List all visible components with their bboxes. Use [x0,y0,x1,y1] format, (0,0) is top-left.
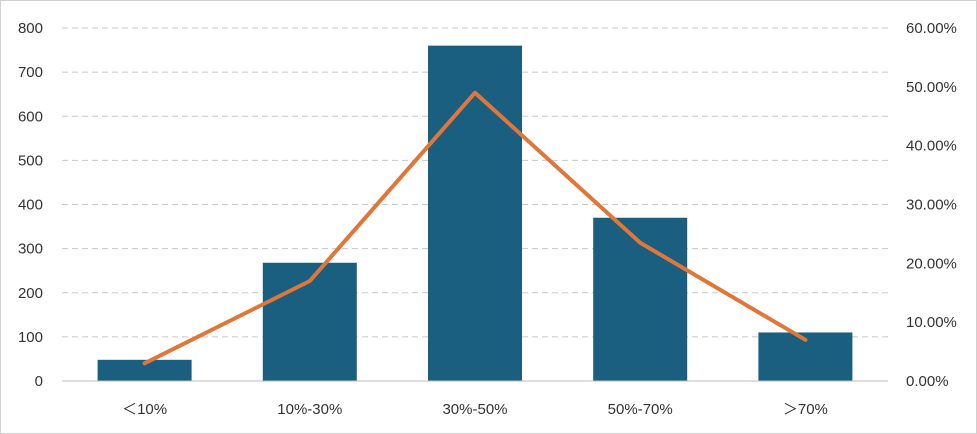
left-tick-label: 200 [18,285,43,302]
right-tick-label: 60.00% [906,20,957,37]
left-tick-label: 400 [18,197,43,214]
left-tick-label: 500 [18,152,43,169]
x-axis: ＜10% 10%-30% 30%-50% 50%-70% ＞70% [62,380,888,418]
left-tick-label: 600 [18,108,43,125]
left-tick-label: 0 [35,373,43,390]
right-tick-label: 20.00% [906,255,957,272]
line-point [638,241,642,245]
line-point [473,91,477,95]
x-tick-label: 50%-70% [608,401,673,418]
left-tick-label: 100 [18,329,43,346]
line-point [308,279,312,283]
left-tick-label: 800 [18,20,43,37]
right-y-axis: 0.00% 10.00% 20.00% 30.00% 40.00% 50.00% 60.00… [906,20,957,390]
left-y-axis: 0 100 200 300 400 500 600 700 800 [18,20,43,390]
x-tick-label: 10%-30% [277,401,342,418]
bar [97,359,192,381]
right-tick-label: 10.00% [906,314,957,331]
right-tick-label: 40.00% [906,138,957,155]
line-point [143,361,147,365]
line-series [142,90,808,366]
right-tick-label: 0.00% [906,373,949,390]
bar [428,45,522,382]
right-tick-label: 30.00% [906,197,957,214]
left-tick-label: 700 [18,64,43,81]
line-point [803,338,807,342]
x-tick-label: ＜10% [122,401,167,418]
left-tick-label: 300 [18,241,43,258]
x-tick-label: ＞70% [783,401,828,418]
right-tick-label: 50.00% [906,79,957,96]
x-tick-label: 30%-50% [442,401,507,418]
